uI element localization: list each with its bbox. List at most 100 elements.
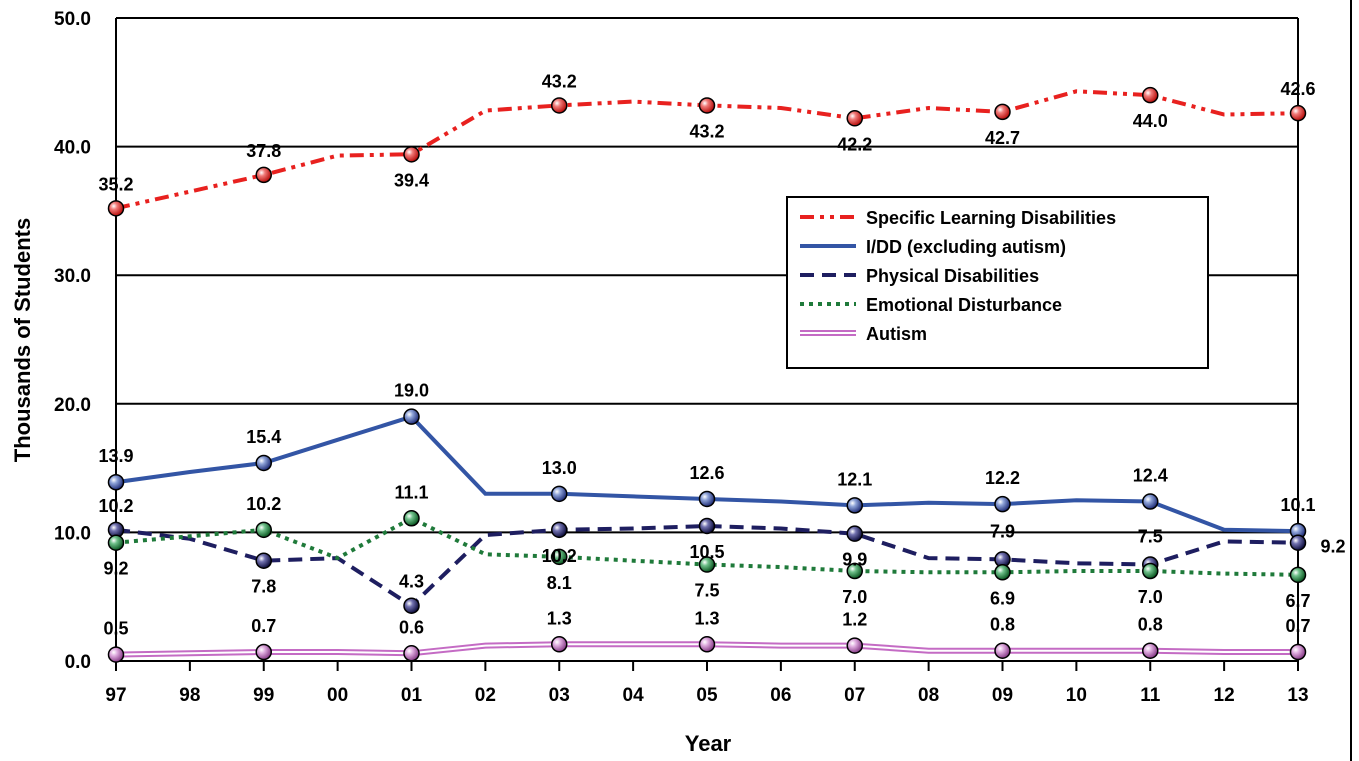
data-point-marker	[403, 146, 420, 163]
data-label: 42.7	[985, 128, 1020, 148]
x-tick-label: 07	[844, 685, 865, 706]
data-label: 7.0	[1138, 587, 1163, 607]
data-label: 10.2	[542, 546, 577, 566]
legend-item-1: I/DD (excluding autism)	[800, 237, 1066, 257]
legend-label: Specific Learning Disabilities	[866, 208, 1116, 228]
data-point-marker	[107, 534, 125, 551]
data-point-marker	[255, 552, 272, 569]
series-4	[107, 636, 1307, 663]
x-tick-label: 10	[1066, 685, 1087, 706]
data-label: 7.0	[842, 587, 867, 607]
x-tick-label: 08	[918, 685, 939, 706]
legend-label: Autism	[866, 324, 927, 344]
data-point-marker	[1142, 86, 1159, 104]
y-tick-label: 10.0	[54, 523, 91, 544]
data-point-marker	[1289, 104, 1307, 122]
x-tick-label: 13	[1287, 685, 1308, 706]
x-tick-label: 01	[401, 685, 423, 706]
data-label: 13.9	[98, 446, 133, 466]
data-label: 12.4	[1133, 466, 1168, 486]
data-point-marker	[994, 103, 1011, 121]
data-point-marker	[403, 408, 420, 425]
data-label: 6.7	[1285, 591, 1310, 611]
data-point-marker	[846, 562, 863, 580]
data-label: 43.2	[689, 121, 724, 141]
series-line	[115, 523, 1299, 609]
data-point-marker	[698, 636, 716, 653]
data-label: 0.7	[251, 616, 276, 636]
data-label: 44.0	[1133, 111, 1168, 131]
data-label: 6.9	[990, 588, 1015, 608]
legend-item-4: Autism	[800, 324, 927, 344]
data-label: 9.2	[103, 559, 128, 579]
x-axis-title: Year	[685, 731, 732, 756]
x-tick-label: 03	[549, 685, 570, 706]
y-tick-label: 50.0	[54, 9, 91, 30]
data-point-marker	[255, 454, 272, 472]
data-label: 12.2	[985, 468, 1020, 488]
data-point-marker	[551, 636, 568, 653]
data-label: 12.6	[689, 463, 724, 483]
data-label: 0.8	[990, 615, 1015, 635]
data-point-marker	[1289, 534, 1307, 551]
data-point-marker	[994, 642, 1011, 659]
data-label: 35.2	[98, 174, 133, 194]
x-tick-label: 12	[1214, 685, 1235, 706]
legend-label: Physical Disabilities	[866, 266, 1039, 286]
data-point-marker	[698, 97, 716, 114]
data-label: 4.3	[399, 572, 424, 592]
data-point-marker	[994, 495, 1011, 513]
x-tick-label: 06	[770, 685, 791, 706]
data-label: 39.4	[394, 170, 429, 190]
x-tick-label: 04	[623, 685, 645, 706]
series-lines	[107, 86, 1307, 663]
data-point-marker	[994, 564, 1011, 581]
data-point-marker	[107, 200, 125, 217]
data-label: 1.3	[547, 608, 572, 628]
legend: Specific Learning Disabilities I/DD (excl…	[786, 196, 1209, 369]
x-tick-label: 99	[253, 685, 274, 706]
data-label: 9.2	[1320, 537, 1345, 557]
data-label: 8.1	[547, 573, 572, 593]
x-tick-label: 09	[992, 685, 1013, 706]
data-label: 10.1	[1280, 495, 1315, 515]
data-point-marker	[1289, 566, 1307, 584]
data-point-marker	[1142, 493, 1159, 510]
data-point-marker	[846, 110, 863, 127]
x-tick-label: 11	[1140, 685, 1161, 706]
x-tick-label: 02	[475, 685, 496, 706]
data-label: 42.6	[1280, 79, 1315, 99]
data-point-marker	[551, 97, 568, 114]
x-tick-label: 97	[105, 685, 126, 706]
legend-item-2: Physical Disabilities	[800, 266, 1039, 286]
data-label: 43.2	[542, 71, 577, 91]
data-label: 1.3	[694, 608, 719, 628]
data-label: 0.8	[1138, 615, 1163, 635]
axes: 0.0 10.0 20.0 30.0 40.0 50.0 97 98 99 00 01 02 03 04 0…	[54, 9, 1309, 706]
data-label: 15.4	[246, 427, 281, 447]
data-point-marker	[846, 497, 863, 514]
data-label: 7.9	[990, 521, 1015, 541]
data-point-marker	[107, 646, 125, 663]
data-label: 0.7	[1285, 616, 1310, 636]
data-label: 13.0	[542, 458, 577, 478]
data-point-marker	[403, 645, 420, 662]
series-3	[107, 510, 1307, 584]
data-label: 19.0	[394, 381, 429, 401]
legend-item-0: Specific Learning Disabilities	[800, 208, 1116, 228]
data-point-marker	[107, 473, 125, 491]
data-labels: 35.2 37.8 39.4 43.2 43.2 42.2 42.7 44.0 42.6 13.9…	[98, 71, 1345, 638]
data-label: 11.1	[394, 482, 428, 502]
data-label: 1.2	[842, 610, 867, 630]
data-point-marker	[698, 556, 716, 573]
data-point-marker	[698, 490, 716, 508]
data-label: 10.2	[246, 494, 281, 514]
legend-label: Emotional Disturbance	[866, 295, 1062, 315]
data-label: 37.8	[246, 141, 281, 161]
data-point-marker	[551, 521, 568, 539]
data-point-marker	[255, 643, 272, 661]
data-label: 7.5	[1138, 527, 1163, 547]
gridlines	[116, 17, 1298, 662]
data-point-marker	[551, 485, 568, 503]
